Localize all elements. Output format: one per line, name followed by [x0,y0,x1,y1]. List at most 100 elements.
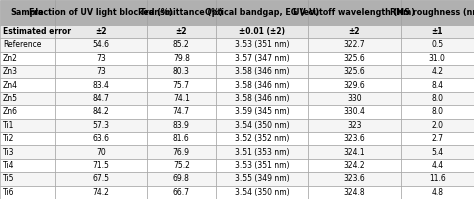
Bar [401,145,474,159]
Bar [55,78,147,92]
Text: 67.5: 67.5 [92,174,109,183]
Bar [401,172,474,186]
Text: Transmittance (%): Transmittance (%) [140,8,223,17]
Bar [0,119,55,132]
Text: 3.59 (345 nm): 3.59 (345 nm) [235,107,289,116]
Text: UV cutoff wavelength (nm): UV cutoff wavelength (nm) [293,8,415,17]
Text: 75.2: 75.2 [173,161,190,170]
Bar [0,78,55,92]
Text: 71.5: 71.5 [92,161,109,170]
Bar [0,65,55,78]
Bar [55,65,147,78]
Text: 3.53 (351 nm): 3.53 (351 nm) [235,161,289,170]
Bar [401,65,474,78]
Bar [401,159,474,172]
Bar [216,132,308,145]
Bar [401,119,474,132]
Bar [401,92,474,105]
Bar [0,25,55,38]
Bar [55,105,147,119]
Bar [216,119,308,132]
Text: 329.6: 329.6 [344,81,365,90]
Text: 8.0: 8.0 [431,107,443,116]
Text: Ti3: Ti3 [3,148,14,157]
Text: 4.2: 4.2 [431,67,443,76]
Text: 325.6: 325.6 [344,54,365,63]
Bar [401,38,474,52]
Text: 83.4: 83.4 [92,81,109,90]
Bar [216,92,308,105]
Bar [0,159,55,172]
Text: 83.9: 83.9 [173,121,190,130]
Bar [308,145,401,159]
Text: 3.54 (350 nm): 3.54 (350 nm) [235,121,289,130]
Text: Zn2: Zn2 [3,54,18,63]
Text: 79.8: 79.8 [173,54,190,63]
Bar [308,119,401,132]
Bar [308,172,401,186]
Text: 325.6: 325.6 [344,67,365,76]
Bar [308,105,401,119]
Text: RMS roughness (nm): RMS roughness (nm) [390,8,474,17]
Bar [0,105,55,119]
Bar [216,186,308,199]
Bar [216,145,308,159]
Text: 3.58 (346 nm): 3.58 (346 nm) [235,67,289,76]
Bar [147,52,216,65]
Text: 69.8: 69.8 [173,174,190,183]
Bar [308,78,401,92]
Bar [401,186,474,199]
Text: ±2: ±2 [175,27,187,36]
Text: ±2: ±2 [348,27,360,36]
Bar [216,105,308,119]
Bar [55,172,147,186]
Text: 322.7: 322.7 [344,40,365,49]
Bar [147,145,216,159]
Bar [147,119,216,132]
Text: Ti1: Ti1 [3,121,14,130]
Text: 84.7: 84.7 [92,94,109,103]
Bar [147,172,216,186]
Bar [308,159,401,172]
Text: 323: 323 [347,121,362,130]
Bar [216,159,308,172]
Text: 74.7: 74.7 [173,107,190,116]
Bar [401,0,474,25]
Text: 74.2: 74.2 [92,188,109,197]
Bar [147,25,216,38]
Text: 3.57 (347 nm): 3.57 (347 nm) [235,54,289,63]
Text: 2.0: 2.0 [431,121,443,130]
Text: 3.58 (346 nm): 3.58 (346 nm) [235,94,289,103]
Text: 54.6: 54.6 [92,40,109,49]
Bar [401,78,474,92]
Text: 5.4: 5.4 [431,148,443,157]
Bar [147,159,216,172]
Bar [308,0,401,25]
Bar [0,0,55,25]
Text: 324.8: 324.8 [344,188,365,197]
Bar [308,132,401,145]
Bar [147,186,216,199]
Text: Ti5: Ti5 [3,174,14,183]
Bar [0,52,55,65]
Text: 324.1: 324.1 [344,148,365,157]
Bar [216,65,308,78]
Bar [216,38,308,52]
Text: Zn6: Zn6 [3,107,18,116]
Text: Zn3: Zn3 [3,67,18,76]
Bar [308,52,401,65]
Bar [55,0,147,25]
Bar [0,132,55,145]
Bar [55,92,147,105]
Text: Ti4: Ti4 [3,161,14,170]
Bar [308,65,401,78]
Text: Ti6: Ti6 [3,188,14,197]
Text: 323.6: 323.6 [344,134,365,143]
Bar [308,38,401,52]
Bar [216,0,308,25]
Bar [216,52,308,65]
Text: 75.7: 75.7 [173,81,190,90]
Bar [0,145,55,159]
Bar [216,78,308,92]
Text: Fraction of UV light blocked (%): Fraction of UV light blocked (%) [29,8,173,17]
